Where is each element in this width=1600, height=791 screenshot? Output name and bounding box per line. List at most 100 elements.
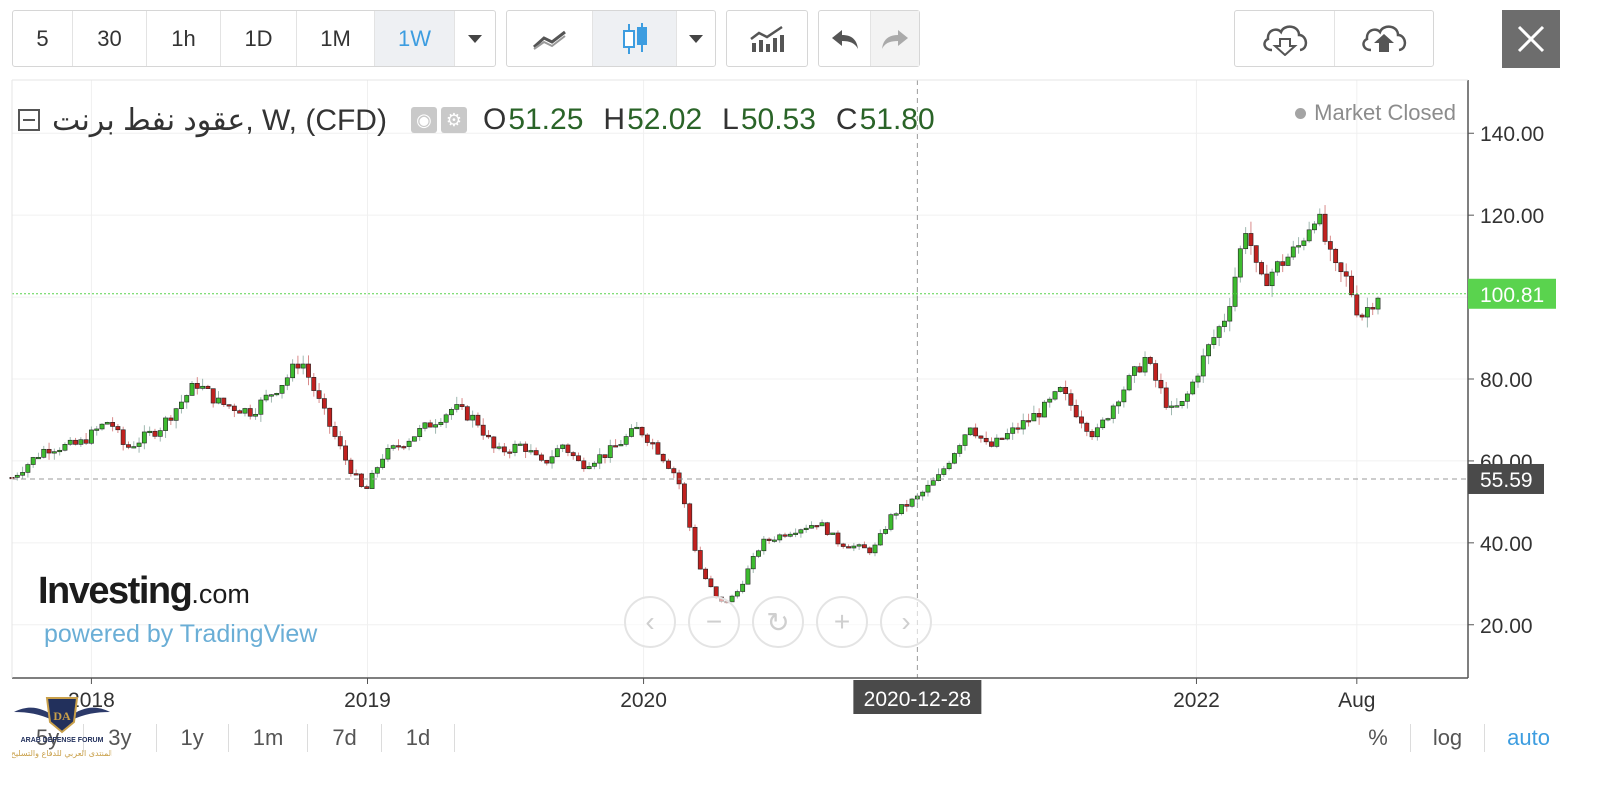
line-style-button[interactable] — [507, 11, 593, 66]
range-1y-button[interactable]: 1y — [157, 724, 229, 752]
candle-body — [1359, 314, 1365, 318]
log-scale-button[interactable]: log — [1409, 724, 1484, 752]
candle-body — [745, 568, 751, 585]
eye-icon[interactable]: ◉ — [410, 107, 437, 133]
gear-icon[interactable]: ⚙ — [440, 107, 467, 133]
candle-body — [692, 526, 698, 551]
last-price-label: 100.81 — [1480, 284, 1544, 307]
candle-body — [1285, 256, 1291, 266]
candle-body — [883, 529, 889, 534]
high-label: H — [603, 103, 626, 136]
candle-body — [422, 422, 428, 429]
candle-body — [581, 460, 587, 470]
range-1m-button[interactable]: 1m — [229, 724, 309, 752]
candle-body — [1216, 326, 1222, 338]
candle-body — [989, 441, 994, 447]
candle-body — [999, 437, 1005, 440]
interval-1h-button[interactable]: 1h — [147, 11, 221, 66]
interval-dropdown-button[interactable] — [455, 11, 495, 66]
candle-body — [1163, 387, 1169, 408]
candle-body — [1259, 262, 1264, 275]
candle-style-button[interactable] — [593, 11, 677, 66]
candle-body — [1063, 387, 1069, 394]
candle-body — [787, 533, 793, 537]
close-value: 51.80 — [859, 103, 935, 136]
interval-1d-button[interactable]: 1D — [221, 11, 297, 66]
candle-body — [957, 445, 963, 454]
candle-body — [983, 437, 989, 443]
interval-5-button[interactable]: 5 — [13, 11, 73, 66]
candle-body — [586, 466, 592, 470]
range-1d-button[interactable]: 1d — [382, 724, 456, 752]
percent-scale-button[interactable]: % — [1368, 725, 1388, 750]
candle-body — [41, 448, 47, 458]
candle-body — [517, 443, 523, 446]
style-dropdown-button[interactable] — [677, 11, 715, 66]
candle-body — [613, 445, 618, 448]
chevron-down-icon — [468, 34, 482, 43]
scroll-right-button[interactable]: › — [880, 596, 932, 648]
candle-body — [809, 525, 814, 529]
candle-body — [475, 414, 481, 426]
cloud-download-icon — [1262, 25, 1307, 56]
candle-body — [25, 464, 31, 473]
open-label: O — [482, 103, 507, 136]
candle-body — [78, 439, 84, 445]
candle-body — [962, 434, 968, 446]
indicators-group — [726, 10, 808, 67]
candle-body — [941, 468, 947, 475]
candle-body — [480, 424, 486, 436]
undo-button[interactable] — [819, 11, 871, 66]
candle-body — [1169, 405, 1174, 408]
candle-body — [306, 363, 311, 378]
redo-button[interactable] — [871, 11, 919, 66]
candle-body — [533, 450, 539, 456]
candle-body — [1349, 275, 1354, 296]
candle-body — [629, 428, 634, 437]
scroll-left-button[interactable]: ‹ — [624, 596, 676, 648]
candle-body — [867, 547, 873, 554]
candle-body — [1015, 427, 1021, 430]
load-chart-button[interactable] — [1235, 11, 1335, 66]
candle-body — [824, 522, 830, 535]
candle-body — [1227, 306, 1233, 322]
candle-body — [687, 503, 693, 528]
candle-body — [761, 538, 767, 552]
interval-30-button[interactable]: 30 — [73, 11, 147, 66]
candle-body — [348, 459, 354, 474]
plus-icon: + — [833, 606, 851, 637]
legend-collapse-icon[interactable] — [18, 109, 40, 131]
indicators-icon — [750, 25, 784, 52]
range-7d-button[interactable]: 7d — [308, 724, 382, 752]
y-tick-label: 140.00 — [1480, 123, 1544, 146]
close-button[interactable] — [1502, 10, 1560, 68]
candle-body — [1306, 229, 1312, 242]
candle-body — [231, 405, 237, 411]
interval-1w-button[interactable]: 1W — [375, 11, 455, 66]
indicators-button[interactable] — [727, 11, 807, 66]
price-chart[interactable]: 20.0040.0060.0080.00100.00120.00140.0020… — [0, 0, 1600, 720]
candle-body — [1290, 246, 1296, 258]
candle-body — [697, 550, 703, 570]
zoom-out-button[interactable]: − — [688, 596, 740, 648]
save-chart-button[interactable] — [1335, 11, 1433, 66]
interval-1m-button[interactable]: 1M — [297, 11, 375, 66]
reset-button[interactable]: ↻ — [752, 596, 804, 648]
candle-body — [994, 437, 1000, 447]
candle-body — [681, 483, 687, 505]
range-3y-button[interactable]: 3y — [84, 724, 157, 752]
candle-body — [756, 550, 761, 557]
candle-body — [327, 407, 333, 427]
svg-text:ARAB DEFENSE FORUM: ARAB DEFENSE FORUM — [21, 737, 104, 744]
range-5y-button[interactable]: 5y — [12, 724, 85, 752]
zoom-in-button[interactable]: + — [816, 596, 868, 648]
chart-toolbar: 5 30 1h 1D 1M 1W — [0, 0, 1600, 78]
auto-scale-button[interactable]: auto — [1484, 724, 1572, 752]
powered-by-link[interactable]: powered by TradingView — [44, 620, 318, 648]
candle-body — [62, 444, 68, 451]
candle-body — [1184, 393, 1190, 402]
candle-body — [1116, 401, 1121, 407]
candle-body — [126, 444, 131, 448]
candle-body — [1222, 320, 1227, 327]
chart-overlay — [12, 80, 1468, 678]
